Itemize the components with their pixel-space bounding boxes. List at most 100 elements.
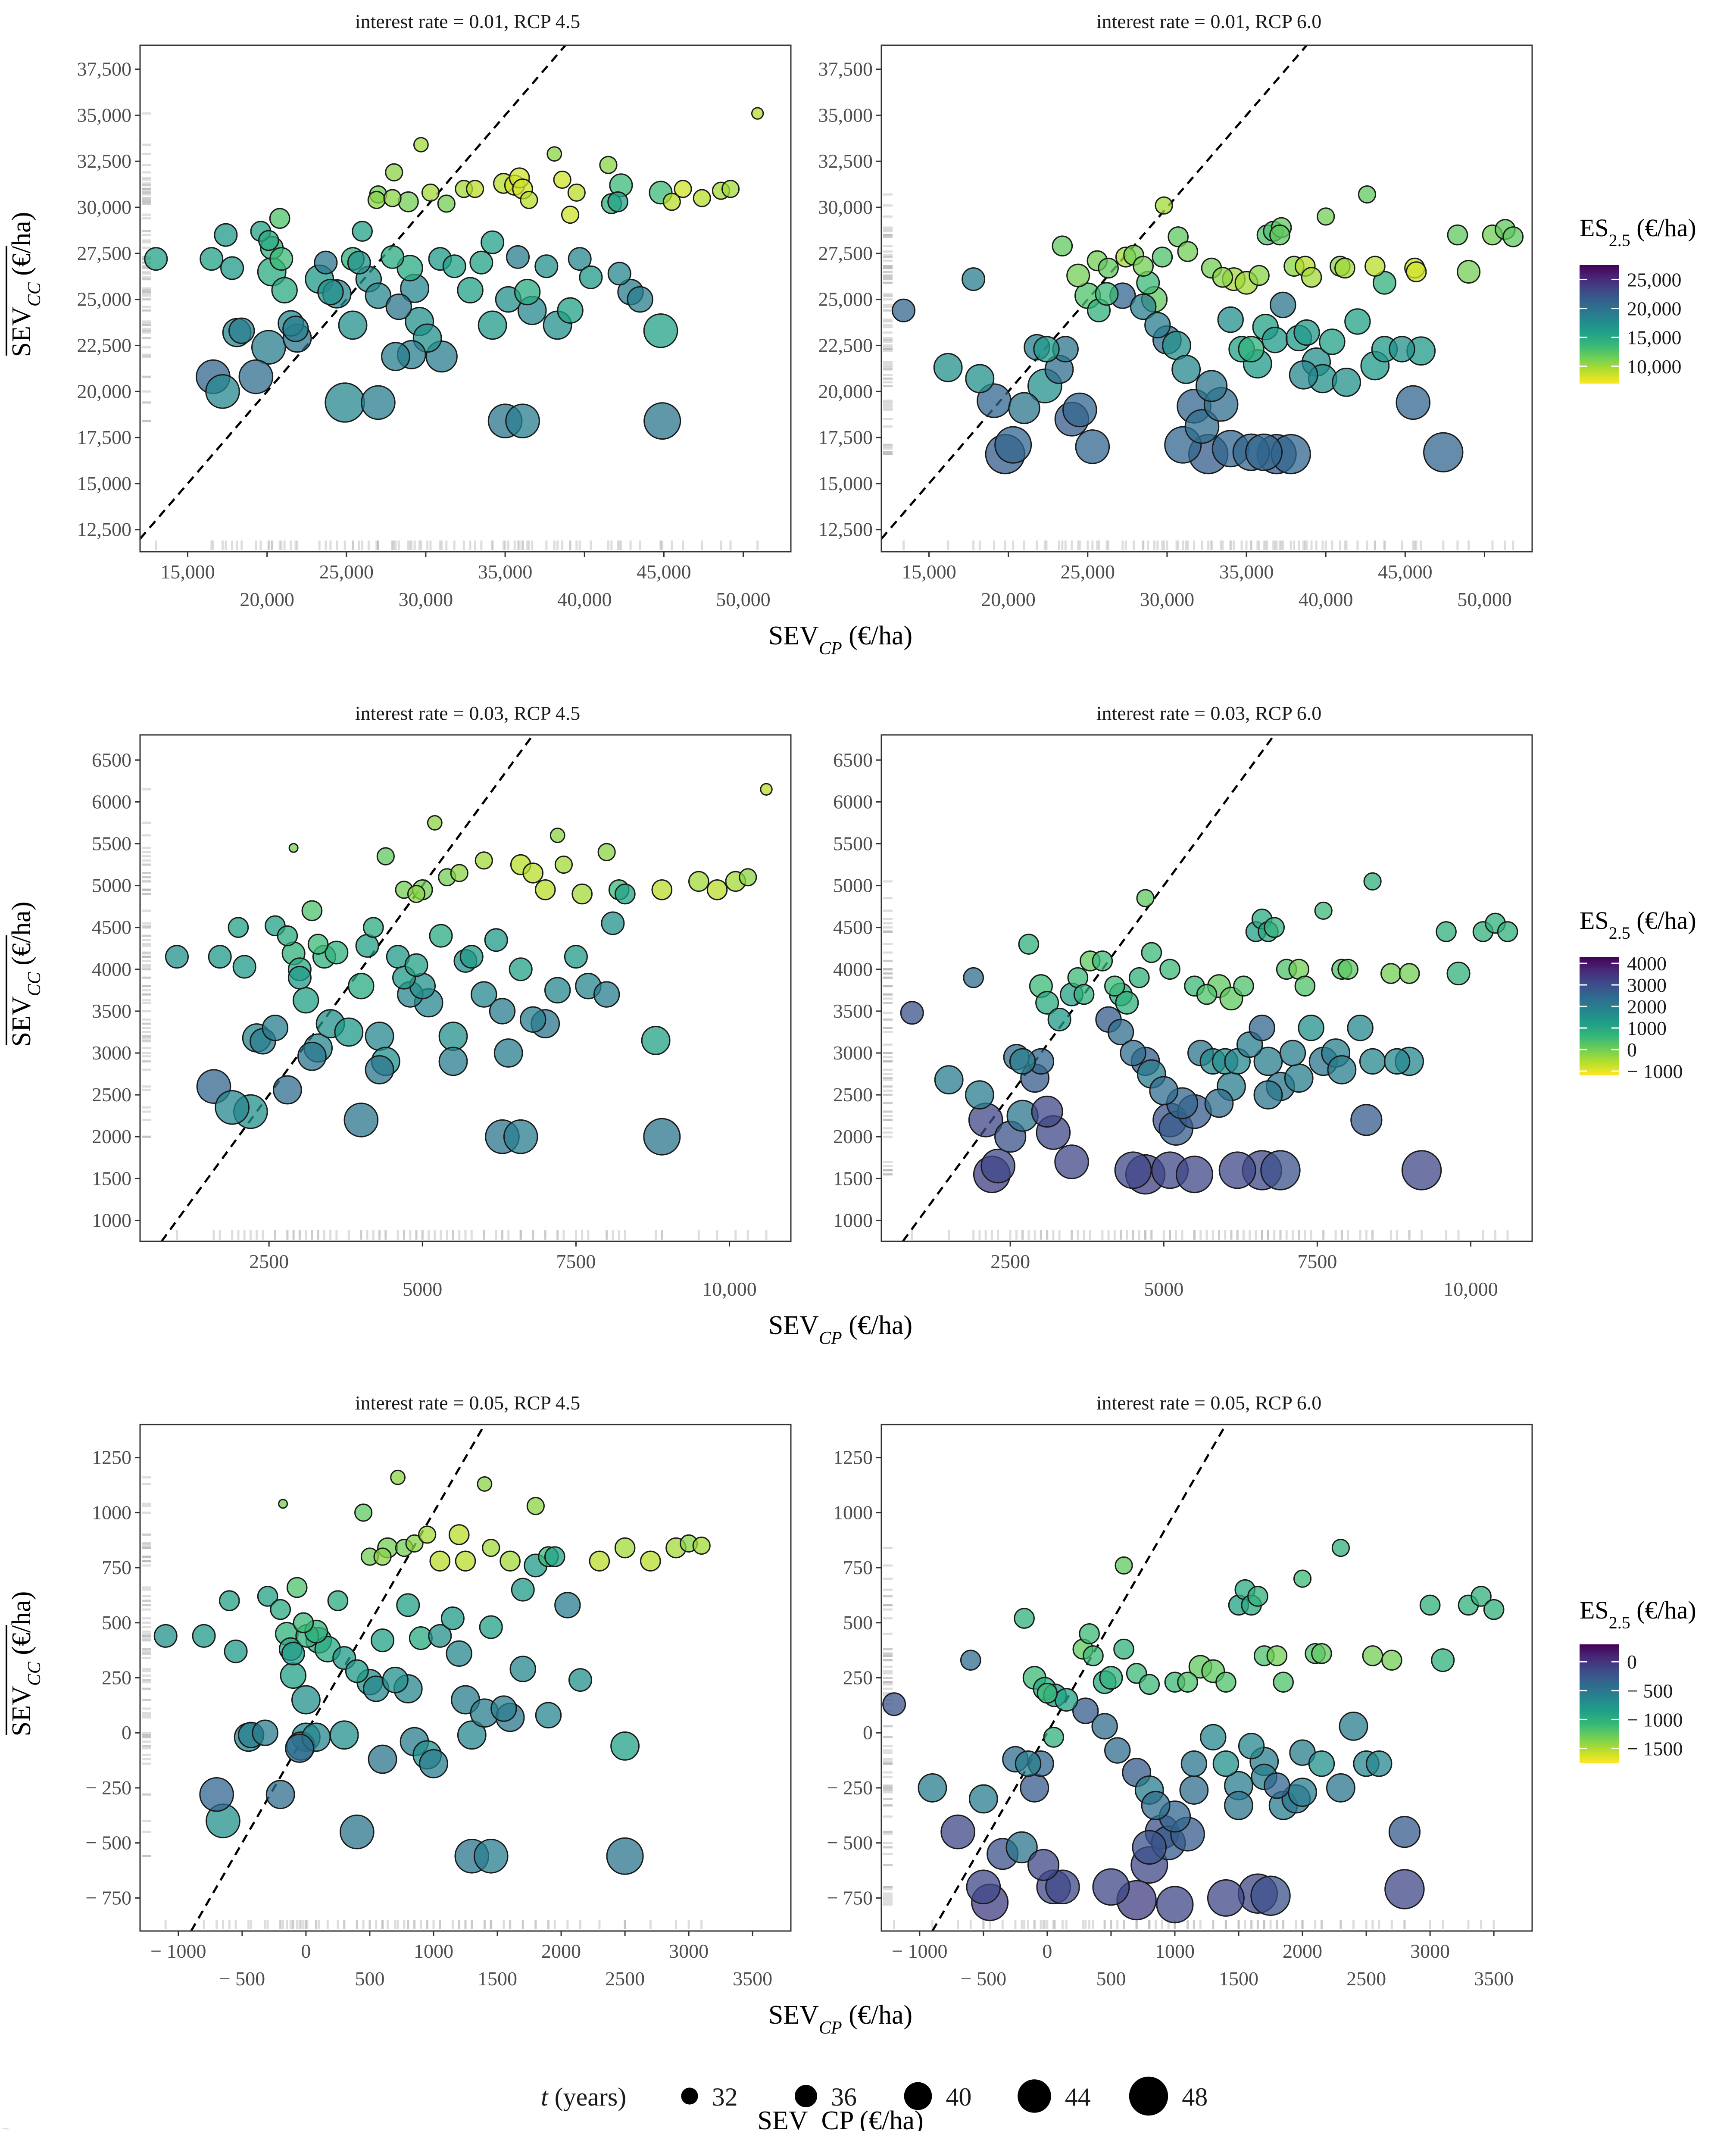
data-point [269,247,293,271]
data-point [1177,1672,1198,1693]
y-tick-label: 250 [102,1667,131,1689]
data-point [1266,1645,1288,1666]
data-point [1033,336,1060,362]
data-point [479,1615,503,1639]
data-point [1502,226,1524,247]
facet-title: interest rate = 0.03, RCP 4.5 [355,702,581,724]
data-point [271,277,298,303]
y-tick-label: 2500 [833,1084,873,1106]
data-point [1066,263,1090,287]
y-tick-label: − 250 [86,1777,131,1799]
scatter-panel: − 750 − 500 − 250 0 250 500 750 1000 1250 − 1000 0… [86,1424,792,1990]
data-point [307,934,329,955]
data-point [1092,1868,1130,1906]
data-point [1245,433,1283,471]
data-point [419,1749,448,1778]
data-point [900,1001,924,1025]
data-point [228,317,255,344]
data-point [1288,1778,1317,1807]
data-point [340,1814,375,1850]
data-point [1104,1737,1131,1764]
data-point [751,107,764,120]
x-tick-label: 2500 [1346,1968,1386,1990]
facet-title: interest rate = 0.03, RCP 6.0 [1096,702,1322,724]
data-point [238,359,274,394]
data-point [511,1578,535,1602]
data-point [688,871,709,892]
x-tick-label: 0 [1042,1940,1052,1962]
data-point [220,256,244,280]
data-point [200,247,224,271]
data-point [706,879,728,900]
y-tick-label: 2500 [92,1084,131,1106]
data-point [365,1022,394,1051]
data-point [297,1041,327,1071]
x-tick-label: 1000 [414,1940,453,1962]
y-tick-label: 27,500 [818,242,873,264]
data-point [1083,1645,1104,1666]
data-point [381,245,405,269]
data-point [1095,282,1119,306]
data-point [327,1590,349,1611]
y-tick-label: 1500 [92,1167,131,1189]
data-point [1233,975,1254,997]
data-point [1200,1724,1227,1751]
data-point [448,1524,470,1545]
data-point [1130,294,1157,320]
y-tick-label: 1250 [92,1447,131,1469]
data-point [966,1869,1001,1905]
facet-title: interest rate = 0.05, RCP 6.0 [1096,1392,1322,1414]
size-legend-label: 32 [712,2083,738,2111]
data-point [1035,991,1059,1015]
svg-text:ES2.5 (€/ha): ES2.5 (€/ha) [1580,214,1696,250]
data-point [601,911,625,935]
data-point [1423,432,1464,472]
data-point [1020,1773,1049,1803]
x-tick-label: 2500 [605,1968,645,1990]
data-point [385,294,412,320]
y-tick-label: 2000 [833,1125,873,1147]
y-tick-label: 35,000 [818,104,873,126]
data-point [1176,1156,1214,1194]
x-tick-label: 40,000 [557,588,612,610]
data-point [325,382,365,423]
y-tick-label: 25,000 [77,288,132,310]
data-point [526,1497,545,1515]
svg-text:ES2.5 (€/ha): ES2.5 (€/ha) [1580,1596,1696,1632]
data-point [564,945,588,969]
y-axis-title: SEVCC (€/ha) [6,902,44,1047]
data-point [450,864,468,882]
color-legend: ES2.5 (€/ha) 0 − 500 − 1000 − 1500 [1580,1596,1696,1763]
scatter-panel: − 750 − 500 − 250 0 250 500 750 1000 1250 − 1000 0… [827,1424,1533,1990]
data-point [589,1550,610,1572]
data-point [355,934,379,958]
data-point [1107,1019,1134,1046]
data-point [1380,963,1402,984]
x-tick-label: 2000 [1283,1940,1322,1962]
data-point [643,1118,681,1156]
data-point [1008,392,1040,424]
y-tick-label: 17,500 [818,426,873,448]
data-point [1155,196,1173,215]
size-legend-key [1018,2079,1051,2113]
data-point [1196,984,1218,1005]
data-point [1238,336,1265,362]
size-legend-key [1129,2076,1168,2116]
data-point [1366,1750,1393,1777]
data-point [568,247,592,271]
x-tick-label: 3500 [733,1968,772,1990]
data-point [1399,963,1420,984]
data-point [365,1055,394,1084]
data-point [429,1550,451,1572]
data-point [567,183,586,202]
panel-border [139,44,792,553]
panel-border [880,44,1533,553]
x-tick-label: − 1000 [892,1940,947,1962]
data-point [1249,1015,1275,1041]
data-point [292,987,319,1014]
y-tick-label: 1000 [833,1501,873,1523]
data-point [473,1839,509,1874]
data-point [469,250,493,275]
data-point [1062,392,1097,428]
legend-label: 10,000 [1627,356,1682,378]
